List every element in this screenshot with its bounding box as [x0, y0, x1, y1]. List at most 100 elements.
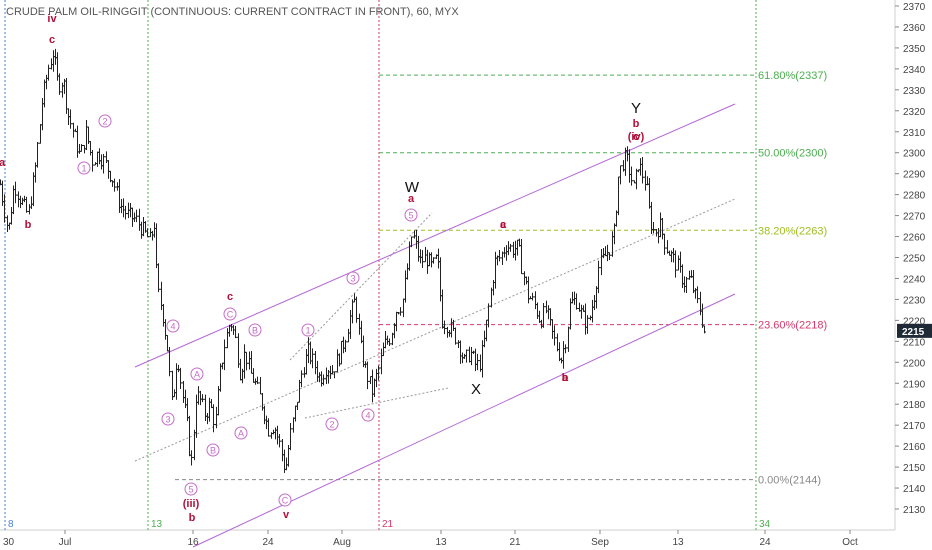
wave-label-black: X — [471, 381, 481, 398]
wave-label-circled: 3 — [350, 274, 355, 284]
chart-title: CRUDE PALM OIL-RINGGIT (CONTINUOUS: CURR… — [6, 6, 459, 18]
time-tick-label: Jul — [59, 537, 72, 548]
wave-circle — [234, 426, 248, 440]
fib-time-label: 8 — [8, 519, 14, 530]
wave-label-circled: B — [210, 446, 216, 456]
wave-label-red: a — [500, 219, 507, 231]
price-tick-label: 2340 — [903, 65, 926, 76]
candlestick-series — [0, 48, 706, 473]
time-tick-label: 30 — [3, 537, 15, 548]
fib-level-label: 61.80%(2337) — [758, 70, 827, 82]
fib-time-lines: 8 13 21 34 — [4, 0, 771, 530]
price-tick-label: 2300 — [903, 149, 926, 160]
time-tick-label: 24 — [262, 537, 274, 548]
wave-label-circled: 1 — [305, 326, 310, 336]
price-tick-label: 2140 — [903, 484, 926, 495]
wave-label-circled: 2 — [102, 117, 107, 127]
wave-label-red: c — [49, 34, 55, 46]
wave-circle — [361, 408, 375, 422]
fib-retracement-levels: 61.80%(2337) 50.00%(2300) 38.20%(2263) 23.6… — [175, 70, 827, 487]
wave-label-red: v — [283, 509, 290, 521]
wave-label-circled: 5 — [408, 211, 413, 221]
wave-label-circled: 5 — [188, 485, 193, 495]
wave-label-black: Y — [631, 100, 641, 117]
wave-label-red: (iv) — [628, 131, 645, 143]
wave-circle — [325, 417, 339, 431]
fib-level-label: 50.00%(2300) — [758, 148, 827, 160]
price-tick-label: 2180 — [903, 400, 926, 411]
time-tick-label: 21 — [509, 537, 521, 548]
price-tick-label: 2150 — [903, 463, 926, 474]
wave-label-red: a — [562, 372, 569, 384]
time-tick-label: 13 — [672, 537, 684, 548]
wave-label-circled: B — [252, 326, 258, 336]
wave-circle — [346, 271, 360, 285]
price-tick-label: 2280 — [903, 191, 926, 202]
wave-circle — [166, 319, 180, 333]
time-tick-label: 16 — [187, 537, 199, 548]
fib-time-label: 34 — [759, 519, 771, 530]
wave-label-red: c — [500, 219, 506, 231]
wave-label-red: c — [227, 291, 233, 303]
wave-label-red: b — [633, 118, 640, 130]
wave-circle — [404, 208, 418, 222]
elliott-wave-labels: WXYivcabcv(iii)bacab(iv)cab2143ABC5ABC12… — [0, 13, 645, 524]
wave-label-red: a — [0, 157, 6, 169]
price-tick-label: 2210 — [903, 337, 926, 348]
price-tick-label: 2290 — [903, 170, 926, 181]
wave-circle — [98, 114, 112, 128]
wave-label-red: b — [189, 512, 196, 524]
fib-time-label: 13 — [151, 519, 163, 530]
fib-level-label: 0.00%(2144) — [758, 475, 821, 487]
time-axis[interactable]: Jul 16 24 Aug 13 21 Sep 13 24 Oct 30 — [3, 530, 858, 548]
wave-label-circled: A — [194, 370, 200, 380]
price-tick-label: 2130 — [903, 505, 926, 516]
price-tick-label: 2200 — [903, 358, 926, 369]
price-tick-label: 2360 — [903, 23, 926, 34]
wave-label-red: b — [25, 219, 32, 231]
wave-circle — [184, 482, 198, 496]
price-tick-label: 2370 — [903, 2, 926, 13]
price-tick-label: 2350 — [903, 44, 926, 55]
current-price-tag[interactable] — [897, 323, 932, 338]
price-tick-label: 2170 — [903, 421, 926, 432]
wave-label-red: (iii) — [183, 498, 200, 510]
time-tick-label: Aug — [333, 537, 351, 548]
price-tick-label: 2240 — [903, 274, 926, 285]
channel-upper-line — [134, 103, 736, 368]
wave-circle — [223, 307, 237, 321]
price-tick-label: 2320 — [903, 107, 926, 118]
wave-circle — [278, 493, 292, 507]
price-axis[interactable]: 2130 2140 2150 2160 2170 2180 2190 2200 2210 2220… — [895, 2, 932, 516]
wave-label-circled: A — [238, 429, 244, 439]
wave-label-red: iv — [47, 13, 57, 25]
time-tick-label: 13 — [435, 537, 447, 548]
fib-level-label: 38.20%(2263) — [758, 225, 827, 237]
wave-circle — [248, 323, 262, 337]
wave-label-circled: 2 — [329, 420, 334, 430]
price-tick-label: 2260 — [903, 233, 926, 244]
wave-label-circled: 1 — [81, 164, 86, 174]
wave-label-red: b — [562, 372, 569, 384]
price-tick-label: 2230 — [903, 295, 926, 306]
price-tick-label: 2270 — [903, 212, 926, 223]
wave-label-circled: C — [282, 496, 289, 506]
wave-label-red: a — [408, 193, 415, 205]
wave-circle — [161, 412, 175, 426]
time-tick-label: Oct — [842, 537, 858, 548]
time-tick-label: 24 — [759, 537, 771, 548]
wave-label-circled: C — [227, 310, 234, 320]
time-tick-label: Sep — [591, 537, 609, 548]
wave-circle — [77, 161, 91, 175]
price-tick-label: 2250 — [903, 254, 926, 265]
wave-circle — [190, 367, 204, 381]
wave-circle — [206, 443, 220, 457]
wave-label-red: c — [633, 131, 639, 143]
grid-layer — [0, 0, 896, 531]
fib-level-label: 23.60%(2218) — [758, 320, 827, 332]
wave-label-circled: 4 — [170, 322, 175, 332]
price-tick-label: 2310 — [903, 128, 926, 139]
price-tick-label: 2220 — [903, 316, 926, 327]
price-tick-label: 2330 — [903, 86, 926, 97]
